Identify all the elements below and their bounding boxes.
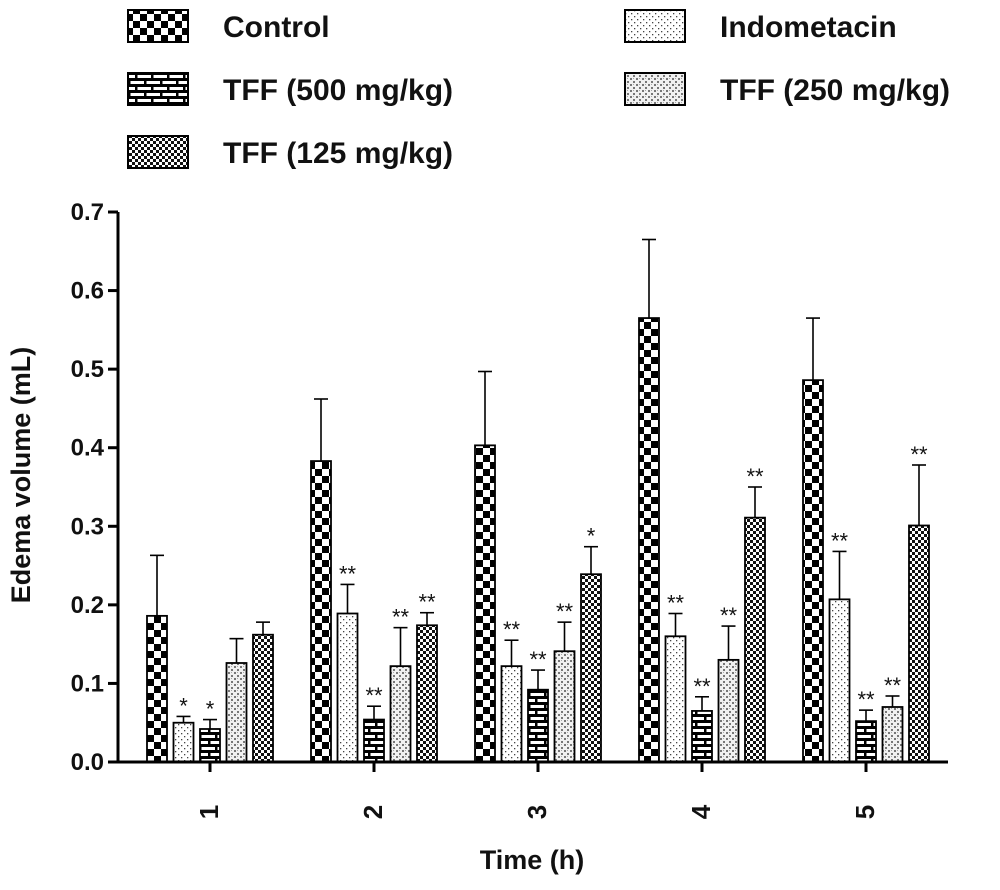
legend-label-1: Control [223,11,330,44]
bar-4-3 [553,650,576,763]
bar-5-5 [908,524,930,763]
bar-1-5 [802,379,824,763]
bar-2-2 [336,612,359,763]
bar-3-4 [691,710,713,763]
bar-5-1 [252,633,274,763]
y-tick-label: 0.3 [71,513,104,540]
bar-1-1 [146,614,168,763]
legend-swatch-5 [127,135,189,169]
significance-label: ** [339,561,357,586]
bar-3-1 [199,728,221,763]
significance-label: ** [857,687,875,712]
significance-label: ** [693,674,711,699]
significance-label: ** [418,590,436,615]
y-tick-label: 0.1 [71,670,104,697]
y-tick-label: 0.6 [71,278,104,305]
significance-label: ** [392,605,410,630]
x-tick-label: 4 [686,804,716,819]
significance-label: ** [831,528,849,553]
y-tick-label: 0.7 [71,199,104,226]
y-tick-label: 0.4 [71,435,105,462]
significance-label: * [179,693,188,718]
significance-label: ** [529,647,547,672]
significance-label: ** [556,599,574,624]
legend-swatch-3 [127,72,189,106]
significance-label: ** [910,442,928,467]
y-axis-title: Edema volume (mL) [6,347,36,604]
bar-5-3 [580,573,602,763]
x-tick-label: 5 [850,805,880,819]
y-tick-label: 0.2 [71,592,104,619]
legend: Control Indometacin TFF (500 mg/kg) TFF (25… [127,9,950,170]
x-axis: 1 2 3 4 5 [118,760,948,819]
legend-label-3: TFF (500 mg/kg) [223,74,453,107]
legend-swatch-1 [127,9,189,43]
legend-swatch-2 [624,9,686,43]
legend-swatch-4 [624,72,686,106]
bars: * ******************************** [146,238,930,763]
bar-4-4 [717,658,740,763]
bar-4-2 [389,665,412,763]
significance-label: ** [503,617,521,642]
bar-2-3 [500,665,523,763]
significance-label: * [206,697,215,722]
y-tick-label: 0.0 [71,749,104,776]
legend-label-4: TFF (250 mg/kg) [720,74,950,107]
y-axis: 0.0 0.1 0.2 0.3 0.4 0.5 0.6 0.7 [71,199,120,776]
significance-label: ** [746,464,764,489]
bar-2-1 [172,721,195,763]
bar-2-5 [828,598,851,763]
y-tick-label: 0.5 [71,356,104,383]
significance-label: ** [884,673,902,698]
significance-label: * [587,524,596,549]
bar-3-3 [527,688,549,763]
bar-4-5 [881,706,904,763]
bar-5-4 [744,516,766,763]
bar-1-3 [474,444,496,763]
bar-5-2 [416,624,438,763]
bar-2-4 [664,635,687,763]
bar-1-2 [310,460,332,763]
legend-label-5: TFF (125 mg/kg) [223,137,453,170]
bar-3-2 [363,718,385,763]
legend-label-2: Indometacin [720,11,897,44]
bar-3-5 [855,720,877,763]
x-tick-label: 1 [194,805,224,819]
significance-label: ** [720,603,738,628]
significance-label: ** [667,591,685,616]
x-tick-label: 3 [522,805,552,819]
x-tick-label: 2 [358,805,388,819]
bar-1-4 [638,317,660,763]
x-axis-title: Time (h) [480,845,585,875]
significance-label: ** [365,683,383,708]
bar-4-1 [225,662,248,763]
